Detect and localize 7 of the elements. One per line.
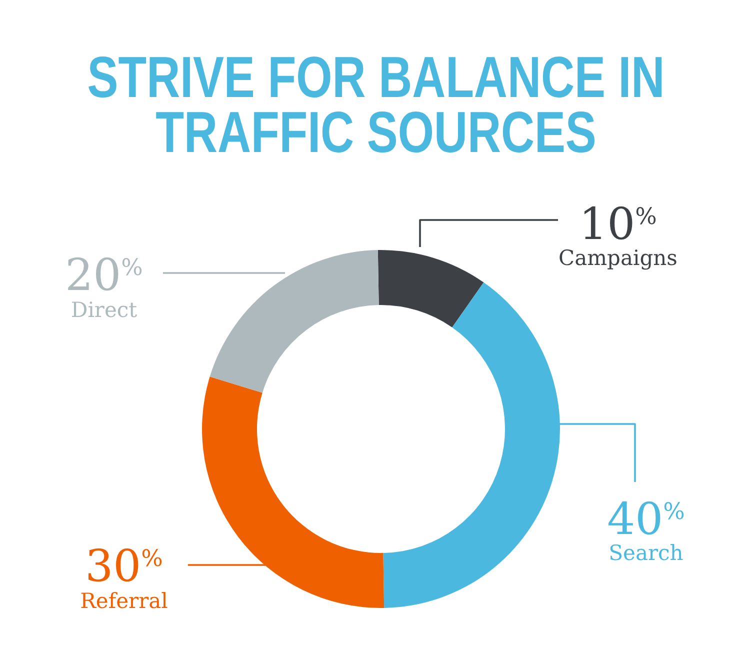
data-label: 30$^{%}$	[85, 541, 163, 592]
donut-slice	[378, 250, 484, 328]
chart-title: STRIVE FOR BALANCE IN TRAFFIC SOURCES	[87, 45, 665, 166]
slice-label: Direct	[70, 298, 138, 322]
slice-label: Referral	[80, 589, 168, 613]
data-label: 20$^{%}$	[65, 250, 143, 301]
donut-slice	[210, 250, 379, 393]
